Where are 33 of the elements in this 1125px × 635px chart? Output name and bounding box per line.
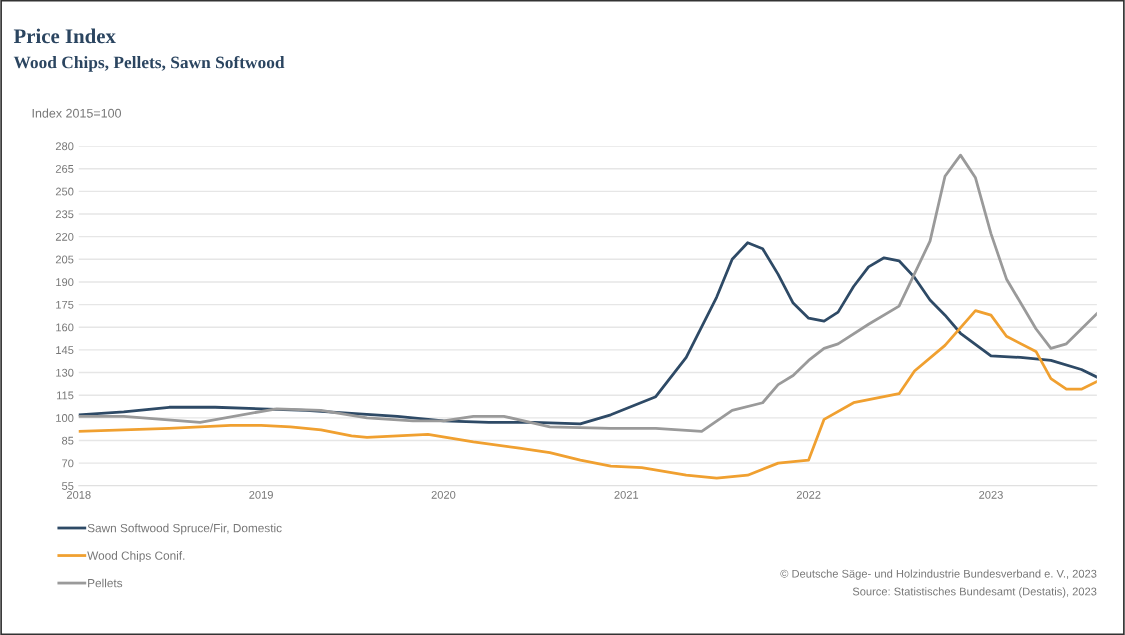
x-tick-label: 2023 (979, 490, 1003, 499)
legend-label: Sawn Softwood Spruce/Fir, Domestic (87, 523, 282, 535)
y-tick-label: 145 (56, 346, 74, 355)
y-tick-label: 55 (61, 482, 74, 490)
x-tick-label: 2018 (66, 490, 91, 499)
chart-subtitle: Wood Chips, Pellets, Sawn Softwood (13, 55, 285, 72)
y-tick-label: 100 (56, 414, 74, 422)
y-tick-label: 70 (62, 459, 74, 468)
line-series (78, 309, 1097, 480)
y-tick-label: 85 (62, 436, 74, 445)
chart-title: Price Index (13, 28, 116, 44)
y-tick-label: 220 (55, 232, 74, 241)
y-tick-label: 265 (55, 164, 74, 173)
text: © Deutsche Säge- und Holzindustrie Bundesverband e. V., 2023 (780, 569, 1097, 580)
y-tick-label: 205 (55, 255, 74, 264)
y-tick-label: 130 (56, 368, 74, 377)
y-tick-label: 250 (55, 187, 74, 196)
y-tick-label: 175 (56, 300, 74, 309)
line-series (78, 153, 1097, 433)
y-axis-title: Index 2015=100 (32, 108, 122, 118)
source-note: Source: Statistisches Bundesamt (Destatis), 2023 (852, 587, 1097, 598)
y-tick-label: 160 (56, 323, 74, 332)
x-tick-label: 2021 (614, 490, 639, 499)
legend-label: Pellets (88, 578, 123, 588)
legend-label: Wood Chips Conif. (87, 551, 185, 563)
x-tick-label: 2019 (249, 490, 273, 499)
y-tick-label: 190 (56, 278, 74, 287)
y-tick-label: 115 (57, 391, 74, 400)
y-tick-label: 235 (55, 210, 74, 219)
line-series (78, 241, 1097, 426)
x-tick-label: 2022 (796, 490, 821, 499)
x-tick-label: 2020 (431, 490, 456, 499)
y-tick-label: 280 (55, 142, 74, 151)
